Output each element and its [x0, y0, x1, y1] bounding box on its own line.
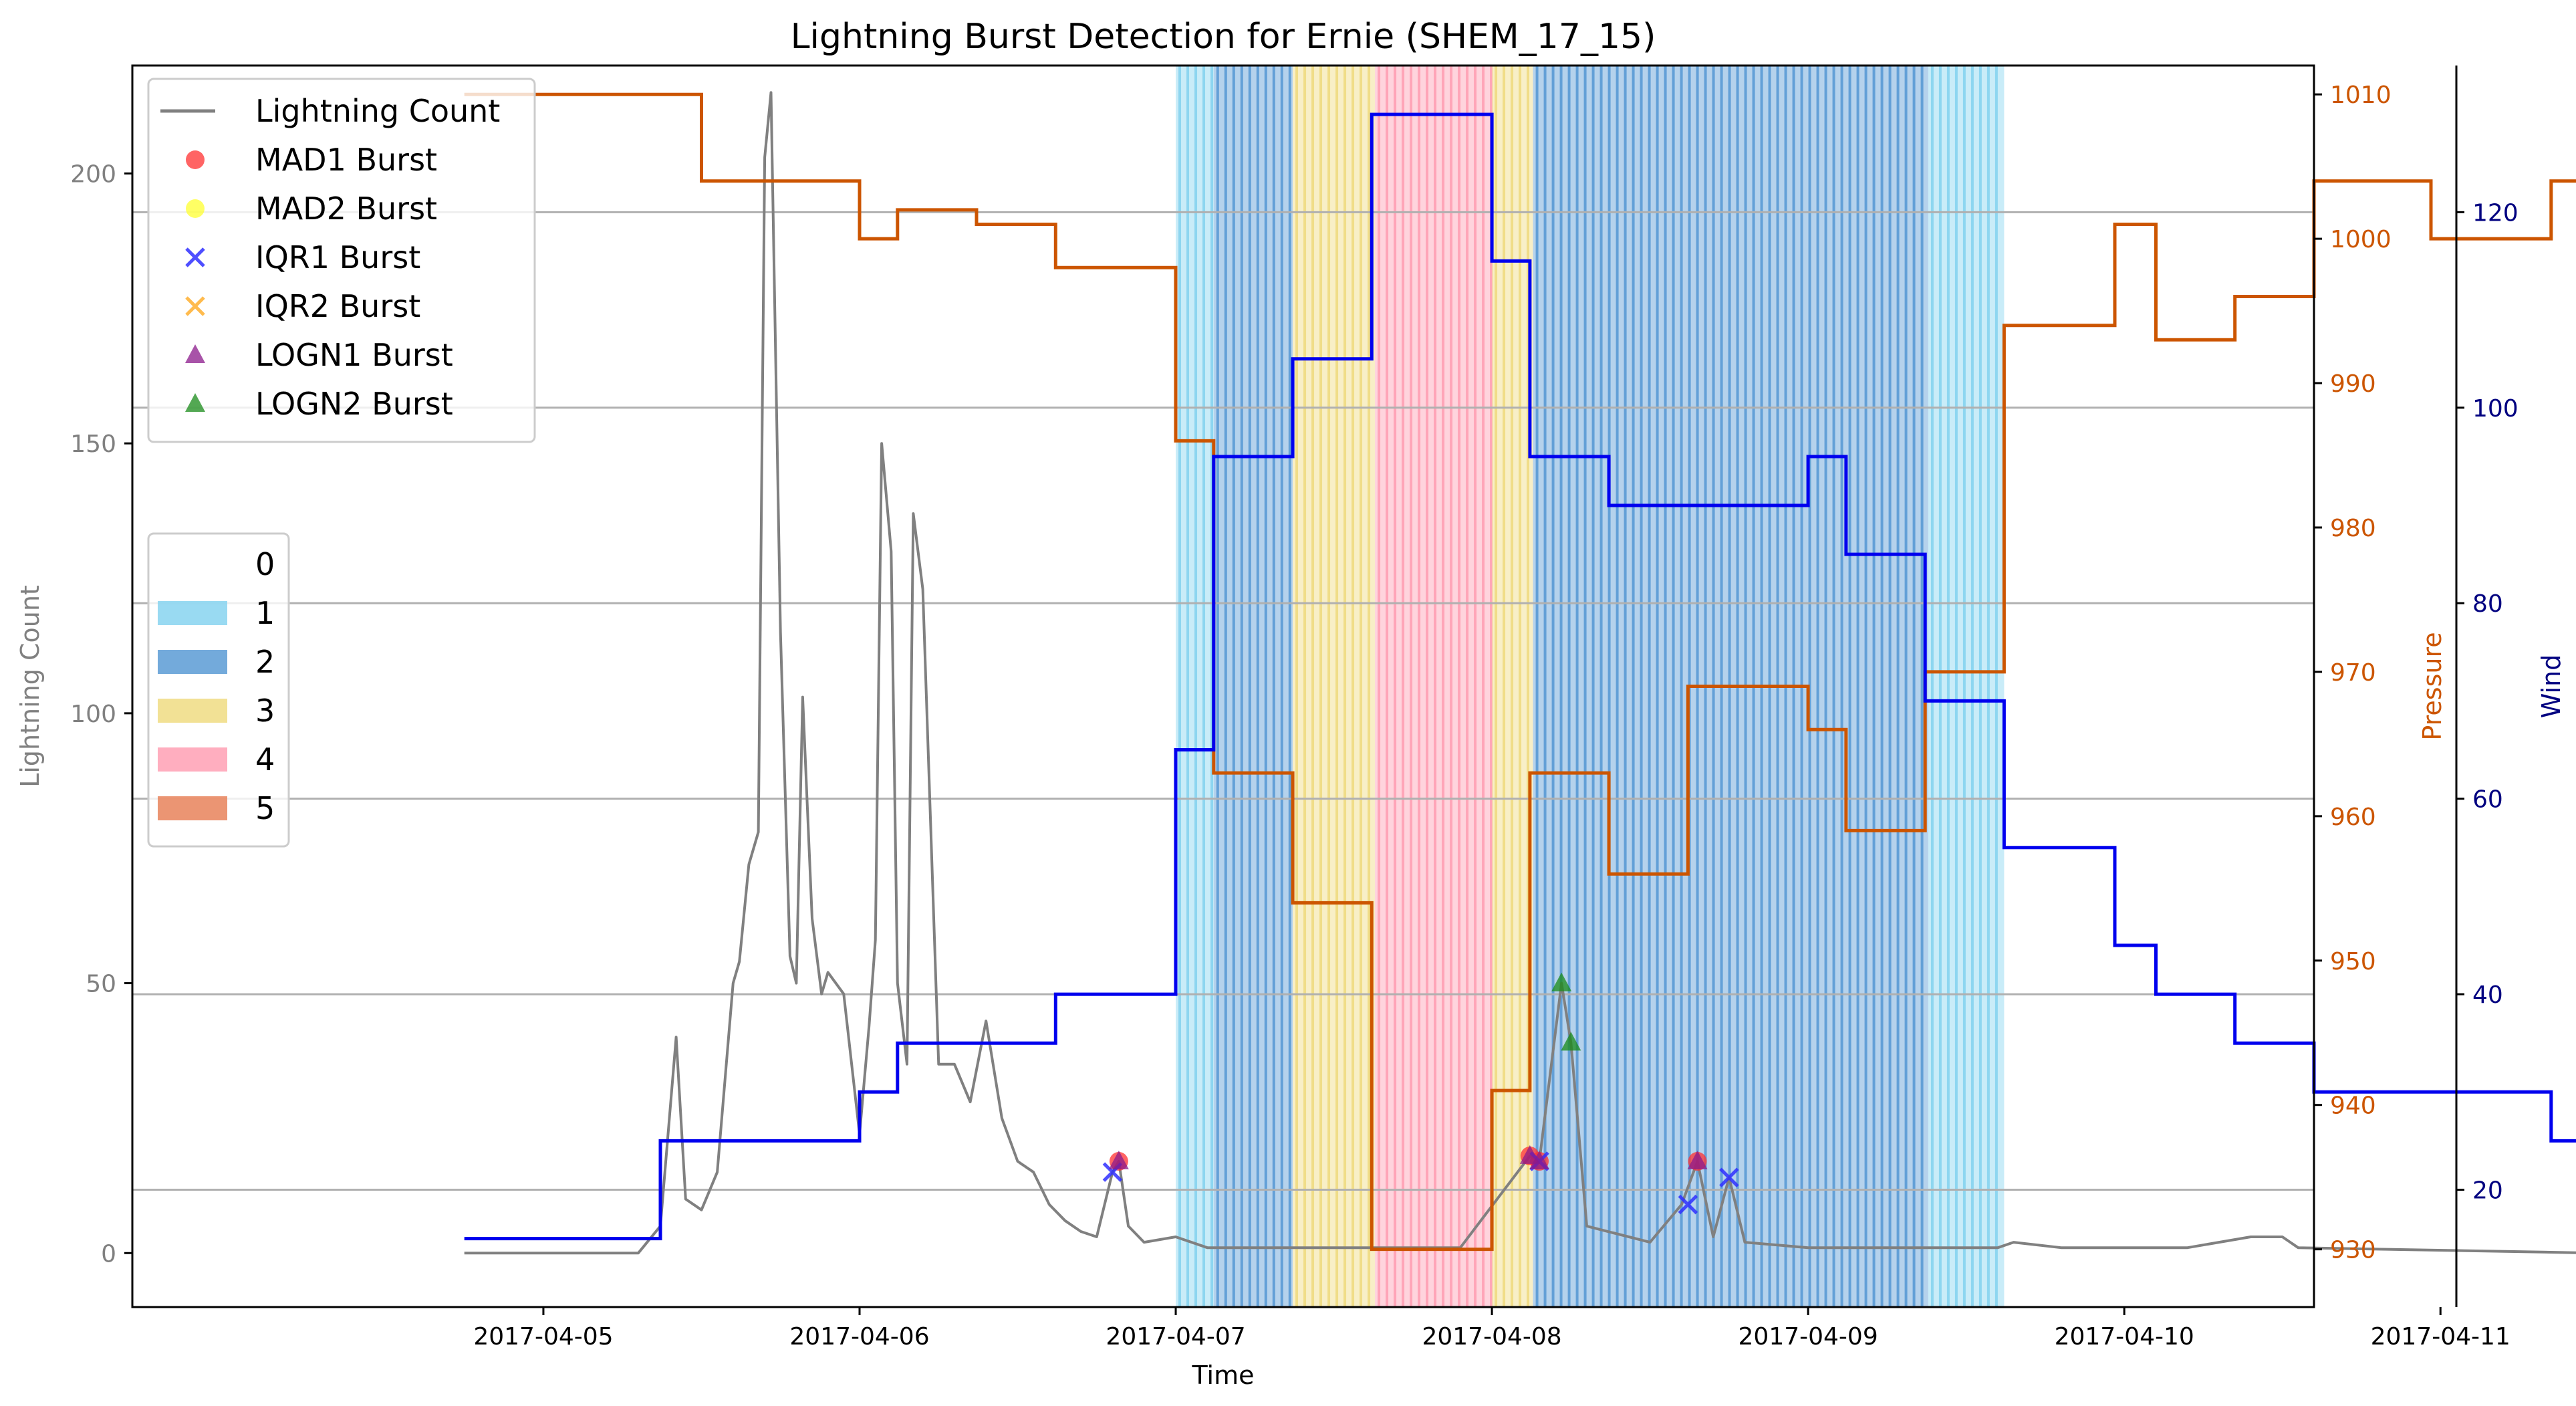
chart-title: Lightning Burst Detection for Ernie (SHE… — [791, 17, 1656, 57]
burst-marker — [1719, 1167, 1739, 1187]
category-legend-label: 5 — [255, 790, 275, 826]
burst-marker — [1687, 1151, 1708, 1170]
legend-marker-swatch — [186, 150, 205, 169]
category-span-1 — [1176, 66, 1214, 1307]
legend-marker-swatch — [185, 247, 205, 267]
category-legend-label: 1 — [255, 595, 275, 631]
y-pressure-tick-label: 940 — [2330, 1092, 2376, 1120]
category-spans — [1176, 66, 2005, 1307]
category-span-3 — [1492, 66, 1533, 1307]
burst-marker — [1678, 1194, 1698, 1215]
category-span-2 — [1213, 66, 1293, 1307]
series-legend-label: IQR2 Burst — [255, 288, 420, 324]
y-wind-tick-label: 40 — [2472, 981, 2503, 1009]
y-wind-tick-label: 120 — [2472, 199, 2519, 227]
burst-marker — [1108, 1151, 1129, 1170]
category-legend-label: 4 — [255, 741, 275, 778]
series-legend: Lightning Count MAD1 Burst MAD2 Burst IQR1 … — [147, 78, 536, 443]
series-legend-item: Lightning Count — [160, 93, 500, 129]
x-tick-label: 2017-04-09 — [1738, 1323, 1878, 1351]
wind-line — [464, 112, 2576, 1241]
y-wind-tick-label: 100 — [2472, 395, 2519, 423]
series-legend-label: MAD2 Burst — [255, 191, 437, 227]
category-legend-item: 1 — [158, 595, 275, 631]
series-legend-item: LOGN1 Burst — [185, 337, 453, 373]
series-legend-box — [147, 78, 536, 443]
y-left-tick-label: 0 — [101, 1240, 116, 1268]
y-pressure-tick-label: 990 — [2330, 370, 2376, 398]
legend-category-swatch — [158, 796, 227, 820]
x-tick-label: 2017-04-07 — [1106, 1323, 1245, 1351]
burst-marker — [1529, 1151, 1550, 1170]
y-pressure-tick-label: 980 — [2330, 515, 2376, 542]
series-legend-label: Lightning Count — [255, 93, 500, 129]
y-left-tick-label: 150 — [70, 431, 116, 458]
category-span-1 — [1928, 66, 2005, 1307]
y-pressure-tick-label: 970 — [2330, 659, 2376, 687]
legend-category-swatch — [158, 601, 227, 625]
category-legend-item: 4 — [158, 741, 275, 778]
category-legend-item: 2 — [158, 644, 275, 680]
legend-marker-swatch — [185, 393, 205, 412]
series-legend-label: MAD1 Burst — [255, 142, 437, 178]
series-legend-label: IQR1 Burst — [255, 239, 420, 275]
y-left-tick-label: 100 — [70, 701, 116, 728]
y-wind-tick-label: 80 — [2472, 590, 2503, 618]
category-legend-item: 3 — [158, 693, 275, 729]
series-legend-item: IQR1 Burst — [185, 239, 420, 275]
series-legend-label: LOGN1 Burst — [255, 337, 453, 373]
x-stroke — [185, 296, 205, 316]
category-span-3 — [1293, 66, 1376, 1307]
category-legend-label: 2 — [255, 644, 275, 680]
legend-marker-swatch — [185, 296, 205, 316]
series-legend-item: MAD1 Burst — [186, 142, 437, 178]
burst-marker — [1561, 1032, 1581, 1051]
y-axis-label-lightning: Lightning Count — [15, 585, 45, 788]
category-legend-item: 5 — [158, 790, 275, 826]
category-legend-label: 3 — [255, 693, 275, 729]
x-tick-label: 2017-04-06 — [789, 1323, 929, 1351]
category-legend-item: 0 — [255, 546, 275, 582]
x-tick-label: 2017-04-11 — [2371, 1323, 2510, 1351]
y-axis-label-pressure: Pressure — [2418, 632, 2447, 740]
y-axis-label-wind: Wind — [2537, 655, 2566, 719]
pressure-line — [464, 92, 2576, 1252]
legend-marker-swatch — [185, 344, 205, 363]
legend-category-swatch — [158, 699, 227, 723]
x-tick-label: 2017-04-08 — [1422, 1323, 1561, 1351]
y-pressure-tick-label: 950 — [2330, 948, 2376, 975]
y-wind-tick-label: 20 — [2472, 1177, 2503, 1205]
y-wind-tick-label: 60 — [2472, 786, 2503, 814]
y-left-tick-label: 200 — [70, 160, 116, 188]
axes: 2017-04-05 2017-04-06 2017-04-07 2017-04-08… — [70, 66, 2519, 1351]
category-span-4 — [1375, 66, 1493, 1307]
y-pressure-tick-label: 1010 — [2330, 82, 2392, 109]
x-stroke — [185, 247, 205, 267]
legend-category-swatch — [158, 650, 227, 674]
series-legend-label: LOGN2 Burst — [255, 386, 453, 422]
x-axis-label: Time — [1192, 1361, 1255, 1390]
grid-lines — [132, 211, 2314, 1191]
y-pressure-tick-label: 930 — [2330, 1237, 2376, 1264]
x-stroke — [1678, 1194, 1698, 1215]
legend-category-swatch — [158, 747, 227, 772]
series-layer — [464, 91, 2576, 1255]
series-legend-item: IQR2 Burst — [185, 288, 420, 324]
plot-frame — [131, 64, 2315, 1308]
legend-marker-swatch — [186, 199, 205, 218]
burst-markers — [1102, 972, 1739, 1215]
category-legend-label: 0 — [255, 546, 275, 582]
y-pressure-tick-label: 1000 — [2330, 226, 2392, 253]
series-legend-item: MAD2 Burst — [186, 191, 437, 227]
category-legend: 0 1 2 3 4 5 — [147, 532, 290, 848]
series-legend-item: LOGN2 Burst — [185, 386, 453, 422]
x-tick-label: 2017-04-05 — [473, 1323, 613, 1351]
x-tick-label: 2017-04-10 — [2055, 1323, 2194, 1351]
burst-marker — [1551, 972, 1572, 991]
y-left-tick-label: 50 — [86, 971, 116, 998]
x-stroke — [1719, 1167, 1739, 1187]
y-pressure-tick-label: 960 — [2330, 804, 2376, 831]
